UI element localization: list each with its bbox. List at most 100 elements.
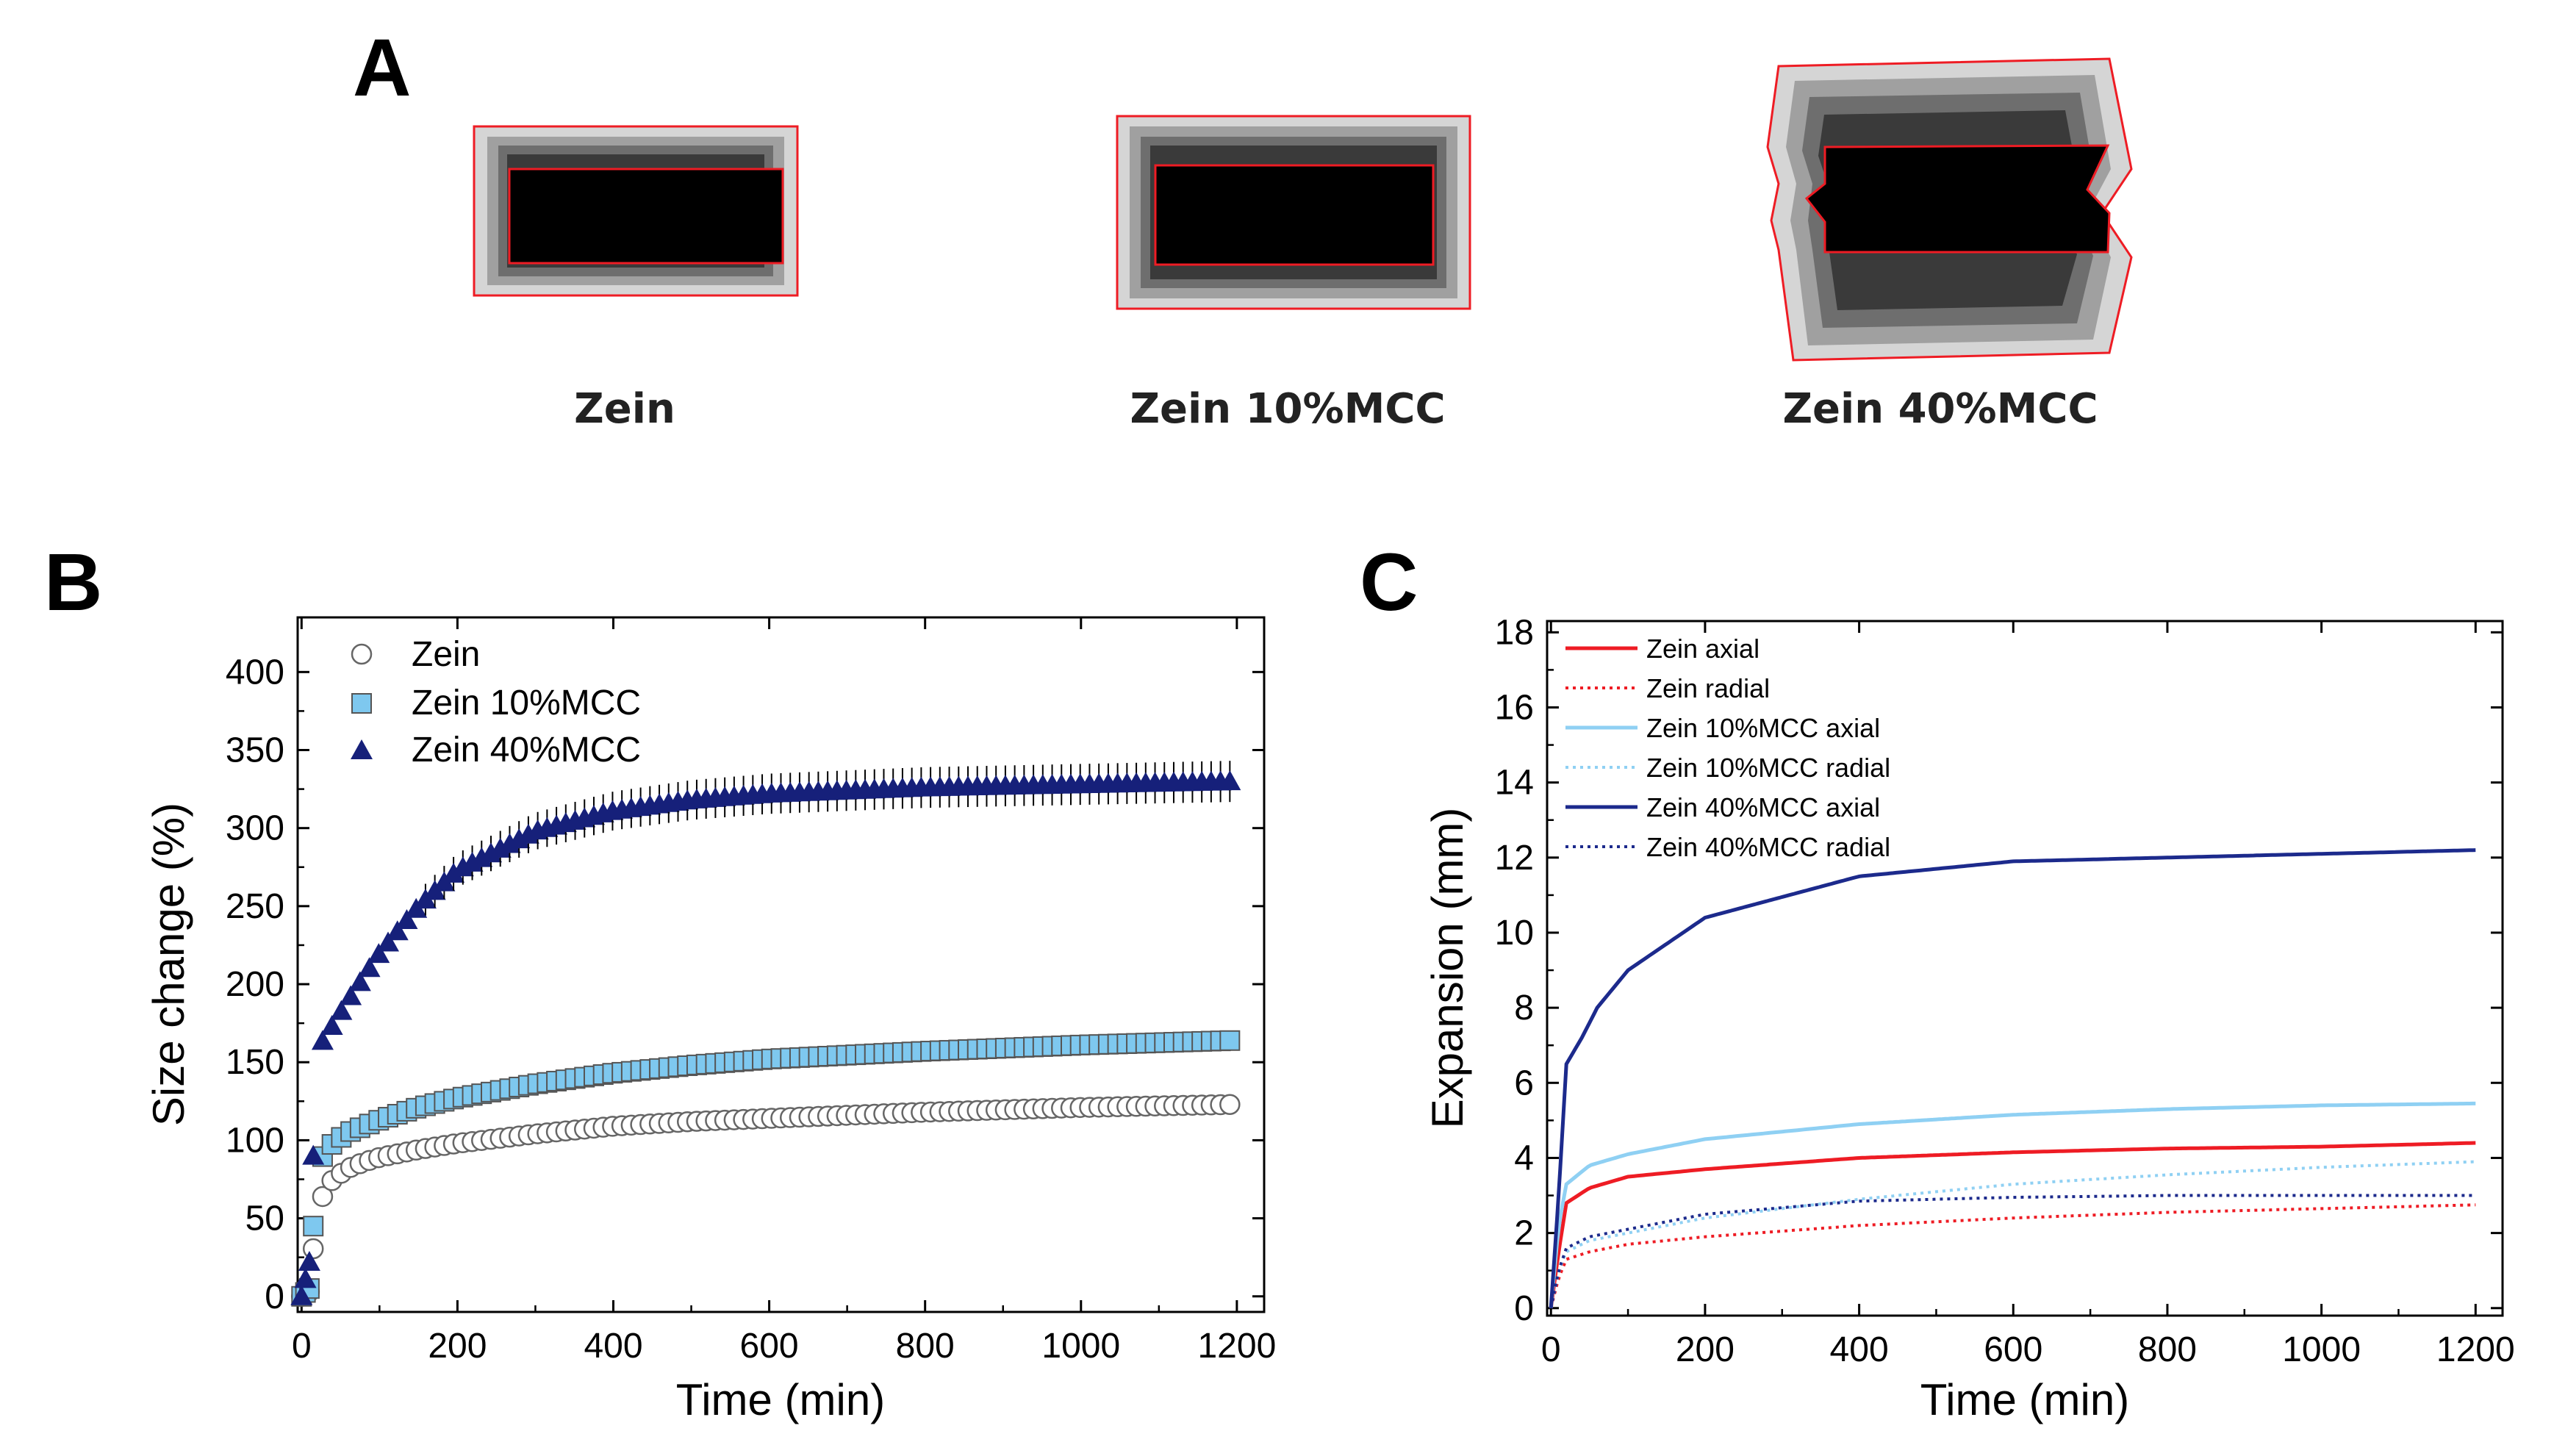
legend-c-label-zein-10mcc-axial: Zein 10%MCC axial [1646,713,1880,743]
line-zein-40-mcc-radial [1549,1194,2476,1309]
point-zein-10mcc [303,1216,324,1237]
y-tick-label-c: 12 [1495,839,1534,878]
point-zein-40mcc [377,931,400,952]
y-tick-label-b: 300 [226,809,284,848]
y-tick-label-c: 8 [1514,989,1534,1028]
point-zein-40mcc [302,1144,325,1165]
chart-b-tick-labels: 0 200 400 600 800 1000 1200 0 50 100 150 200 250 300 3… [226,653,1276,1366]
point-zein-40mcc [367,943,390,964]
point-zein-40mcc [311,1030,334,1050]
sample-image-zein-40mcc [1766,57,2133,362]
legend-c-label-zein-10mcc-radial: Zein 10%MCC radial [1646,753,1890,783]
legend-b-label-zein: Zein [412,635,480,674]
line-zein-10-mcc-axial [1549,1101,2476,1309]
y-tick-label-b: 100 [226,1121,284,1160]
x-tick-label-b: 600 [740,1327,799,1366]
chart-c-tick-labels: 0 200 400 600 800 1000 1200 0 2 4 6 8 10 12 14 16 18 [1495,613,2515,1369]
point-zein-40mcc [395,908,418,929]
chart-c-plot-area [1546,620,2504,1317]
point-zein [312,1186,334,1208]
point-zein-40mcc [1219,770,1241,791]
x-tick-label-c: 0 [1541,1330,1561,1369]
x-tick-label-b: 400 [584,1327,642,1366]
y-tick-label-c: 0 [1514,1289,1534,1328]
sample-label-zein-10mcc: Zein 10%MCC [1130,385,1445,433]
x-tick-label-c: 1200 [2436,1330,2515,1369]
y-tick-label-b: 150 [226,1043,284,1082]
x-tick-label-b: 800 [896,1327,955,1366]
series-b-circle [291,1094,1241,1308]
panel-c: C 0 200 400 600 800 1000 1200 0 2 4 6 8 10 12 14 16 18 T… [1360,537,2515,1424]
chart-b-xlabel: Time (min) [676,1375,885,1424]
panel-a: A Zein Zein 10%MCC Zein 40%MCC [353,23,2133,433]
chart-b-series [290,761,1241,1308]
panel-a-letter: A [353,23,411,113]
x-tick-label-c: 400 [1830,1330,1889,1369]
y-tick-label-b: 250 [226,887,284,926]
x-tick-label-b: 1000 [1041,1327,1120,1366]
panel-c-letter: C [1360,537,1418,628]
legend-c-label-zein-radial: Zein radial [1646,673,1770,703]
y-tick-label-b: 350 [226,731,284,770]
y-tick-label-b: 0 [265,1277,284,1316]
x-tick-label-b: 200 [428,1327,487,1366]
sample-image-zein [473,125,799,297]
series-b-square [291,1030,1241,1307]
legend-b-label-zein-10mcc: Zein 10%MCC [412,684,641,722]
point-zein [302,1238,324,1260]
point-zein-40mcc [442,862,465,883]
panel-b-letter: B [44,537,102,628]
sample-label-zein: Zein [574,385,675,433]
x-tick-label-b: 0 [292,1327,312,1366]
chart-c-legend: Zein axial Zein radial Zein 10%MCC axial… [1565,634,1890,862]
chart-c-xlabel: Time (min) [1920,1375,2129,1424]
chart-b-legend: Zein Zein 10%MCC Zein 40%MCC [351,635,641,770]
point-zein-40mcc [348,971,371,991]
point-zein [1219,1094,1241,1116]
chart-c-ylabel: Expansion (mm) [1423,808,1472,1129]
y-tick-label-c: 18 [1495,613,1534,652]
y-tick-label-c: 16 [1495,688,1534,727]
line-zein-axial [1549,1141,2476,1309]
legend-c-label-zein-axial: Zein axial [1646,634,1760,664]
y-tick-label-b: 400 [226,653,284,692]
line-zein-radial [1549,1203,2476,1309]
chart-b-plot-area [296,616,1266,1313]
y-tick-label-c: 10 [1495,914,1534,953]
x-tick-label-c: 600 [1984,1330,2042,1369]
point-zein-40mcc [294,1268,317,1288]
point-zein-40mcc [290,1285,313,1305]
line-zein-10-mcc-radial [1549,1160,2476,1309]
legend-b-marker-zein-10mcc [351,693,372,714]
chart-c-ticks [1547,621,2503,1316]
legend-c-label-zein-40mcc-axial: Zein 40%MCC axial [1646,792,1880,822]
y-tick-label-c: 4 [1514,1138,1534,1177]
y-tick-label-c: 6 [1514,1064,1534,1102]
sample-label-zein-40mcc: Zein 40%MCC [1782,385,2098,433]
y-tick-label-b: 50 [245,1199,284,1238]
line-zein-40-mcc-axial [1549,848,2476,1308]
chart-c-series [1549,848,2476,1309]
legend-c-label-zein-40mcc-radial: Zein 40%MCC radial [1646,832,1890,862]
y-tick-label-c: 2 [1514,1214,1534,1253]
legend-b-marker-zein-40mcc [351,739,373,759]
point-zein-40mcc [330,1000,353,1020]
y-tick-label-c: 14 [1495,764,1534,803]
chart-b-ylabel: Size change (%) [144,803,193,1126]
series-b-triangle [290,761,1241,1305]
x-tick-label-c: 1000 [2282,1330,2361,1369]
point-zein-40mcc [298,1251,320,1272]
sample-image-zein-10mcc [1116,115,1471,310]
x-tick-label-c: 200 [1676,1330,1735,1369]
point-zein-40mcc [386,920,409,941]
x-tick-label-c: 800 [2138,1330,2197,1369]
point-zein-40mcc [358,957,381,978]
x-tick-label-b: 1200 [1197,1327,1276,1366]
legend-b-marker-zein [351,643,373,665]
legend-b-label-zein-40mcc: Zein 40%MCC [412,731,641,770]
point-zein-10mcc [1219,1030,1241,1051]
point-zein-40mcc [340,985,362,1005]
y-tick-label-b: 200 [226,965,284,1004]
point-zein-40mcc [320,1014,343,1035]
